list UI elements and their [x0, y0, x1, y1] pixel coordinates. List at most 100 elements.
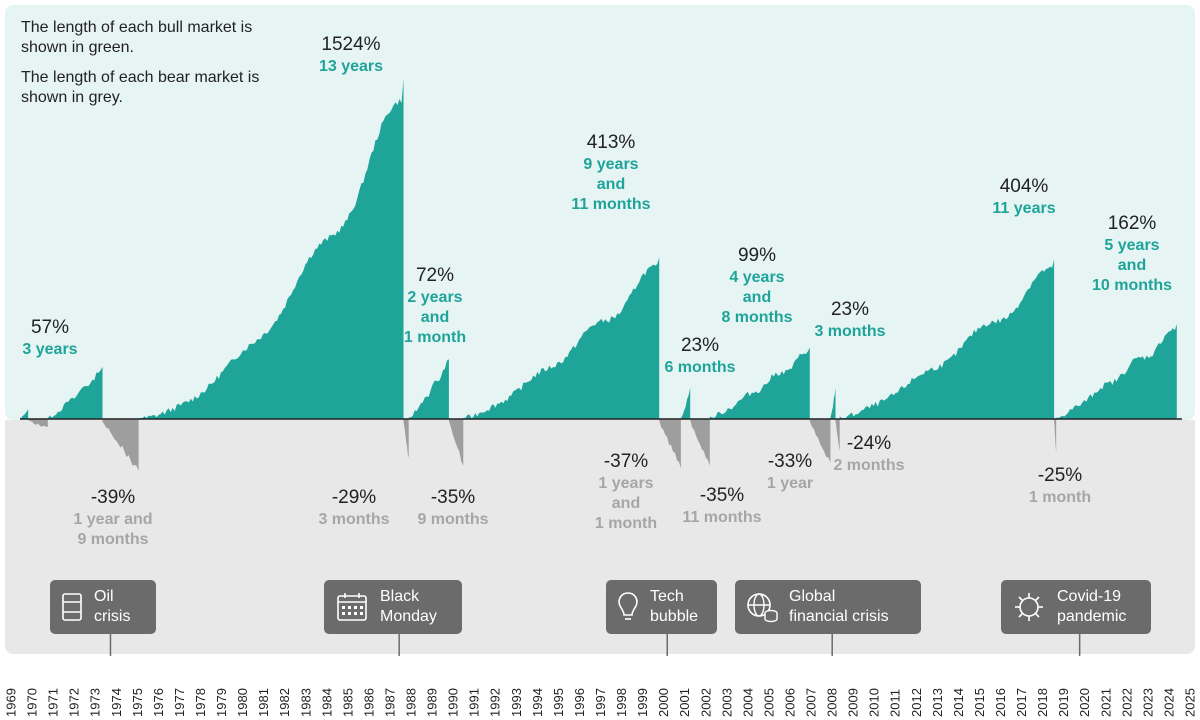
bear-area — [102, 419, 139, 471]
x-tick-label: 1980 — [235, 688, 250, 717]
event-oil-crisis: Oil crisis — [50, 580, 156, 634]
bull-area — [709, 347, 810, 419]
x-tick-label: 1969 — [4, 688, 19, 717]
x-tick-label: 2023 — [1140, 688, 1155, 717]
x-tick-label: 2001 — [677, 688, 692, 717]
bull-duration-label: and — [1118, 257, 1146, 274]
x-tick-label: 1989 — [425, 688, 440, 717]
x-tick-label: 2007 — [804, 688, 819, 717]
x-tick-label: 1984 — [319, 688, 334, 717]
bear-pct-label: -29% — [332, 487, 376, 508]
bull-pct-label: 57% — [31, 317, 69, 338]
x-tick-label: 2009 — [846, 688, 861, 717]
x-tick-label: 2022 — [1119, 688, 1134, 717]
bull-duration-label: 11 months — [571, 196, 650, 213]
x-tick-label: 2000 — [656, 688, 671, 717]
bull-duration-label: 2 years — [407, 289, 462, 306]
virus-icon — [1001, 580, 1057, 634]
bull-duration-label: 3 months — [814, 323, 885, 340]
bull-duration-label: 11 years — [992, 200, 1055, 217]
bear-duration-label: 11 months — [682, 509, 761, 526]
bull-duration-label: 4 years — [729, 269, 784, 286]
bull-pct-label: 1524% — [321, 34, 380, 55]
bear-area — [448, 419, 464, 466]
x-tick-label: 2024 — [1161, 688, 1176, 717]
bear-duration-label: 3 months — [318, 511, 389, 528]
bear-note: The length of each bear market is shown … — [21, 69, 260, 106]
bull-duration-label: 10 months — [1092, 277, 1172, 294]
event-label: Black Monday — [380, 588, 437, 625]
x-tick-label: 1986 — [361, 688, 376, 717]
event-label: Tech bubble — [650, 588, 699, 625]
bull-area — [830, 387, 836, 419]
bull-duration-label: 9 years — [583, 156, 638, 173]
x-tick-label: 2005 — [761, 688, 776, 717]
bear-duration-label: 1 year — [767, 475, 813, 492]
x-tick-label: 1974 — [109, 688, 124, 717]
bull-pct-label: 413% — [587, 132, 636, 153]
bull-area — [839, 259, 1055, 419]
x-tick-label: 2008 — [825, 688, 840, 717]
x-tick-label: 1991 — [467, 688, 482, 717]
bull-note: The length of each bull market is shown … — [21, 19, 253, 56]
x-tick-label: 1970 — [25, 688, 40, 717]
bear-pct-label: -39% — [91, 487, 135, 508]
event-covid-pandemic: Covid-19 pandemic — [1001, 580, 1151, 634]
event-tech-bubble: Tech bubble — [606, 580, 717, 634]
bear-duration-label: 1 month — [1029, 489, 1091, 506]
x-tick-label: 1985 — [340, 688, 355, 717]
x-tick-label: 2025 — [1183, 688, 1198, 717]
x-tick-label: 1979 — [214, 688, 229, 717]
bull-area — [1056, 324, 1177, 419]
x-tick-label: 2020 — [1077, 688, 1092, 717]
event-label: Covid-19 pandemic — [1057, 588, 1127, 625]
event-global-financial-crisis: Global financial crisis — [735, 580, 921, 634]
bear-area — [809, 419, 831, 463]
bull-duration-label: 13 years — [319, 58, 383, 75]
x-axis-ticks: 1969 1970 1971 1972 1973 1974 1975 1976 1977 1978… — [4, 688, 1198, 717]
x-tick-label: 2003 — [719, 688, 734, 717]
lightbulb-icon — [606, 580, 650, 634]
bear-pct-label: -35% — [431, 487, 475, 508]
bull-duration-label: and — [597, 176, 625, 193]
x-tick-label: 1994 — [530, 688, 545, 717]
bear-area — [690, 419, 710, 466]
x-tick-label: 1993 — [509, 688, 524, 717]
x-tick-label: 1987 — [383, 688, 398, 717]
event-black-monday: Black Monday — [324, 580, 462, 634]
x-tick-label: 1971 — [46, 688, 61, 717]
bear-area — [403, 419, 409, 458]
bear-background-top-fill — [5, 420, 1195, 432]
bull-area — [20, 409, 29, 419]
bear-pct-label: -37% — [604, 451, 648, 472]
bull-area — [463, 257, 660, 419]
event-leader-lines — [109, 634, 1081, 656]
x-tick-label: 2004 — [740, 688, 755, 717]
oil-barrel-icon — [50, 580, 94, 634]
x-tick-label: 2002 — [698, 688, 713, 717]
bear-pct-label: -24% — [847, 433, 891, 454]
bear-area — [835, 419, 840, 451]
x-tick-label: 1982 — [277, 688, 292, 717]
bear-duration-label: and — [612, 495, 640, 512]
x-tick-label: 2021 — [1098, 688, 1113, 717]
bear-duration-label: 2 months — [833, 457, 904, 474]
bull-area — [408, 359, 449, 419]
bull-pct-label: 23% — [681, 335, 719, 356]
bull-duration-label: and — [421, 309, 449, 326]
bear-duration-label: 9 months — [417, 511, 488, 528]
x-tick-label: 1972 — [67, 688, 82, 717]
bear-area — [1054, 419, 1057, 453]
x-tick-label: 2015 — [972, 688, 987, 717]
x-tick-label: 1990 — [446, 688, 461, 717]
area-series — [20, 79, 1177, 471]
x-tick-label: 1981 — [256, 688, 271, 717]
event-label: Global financial crisis — [789, 588, 889, 625]
x-tick-label: 1978 — [193, 688, 208, 717]
x-tick-label: 1988 — [404, 688, 419, 717]
x-tick-label: 2013 — [930, 688, 945, 717]
bull-duration-label: and — [743, 289, 771, 306]
bear-duration-label: 9 months — [77, 531, 148, 548]
bear-duration-label: 1 years — [598, 475, 653, 492]
x-tick-label: 2006 — [783, 688, 798, 717]
